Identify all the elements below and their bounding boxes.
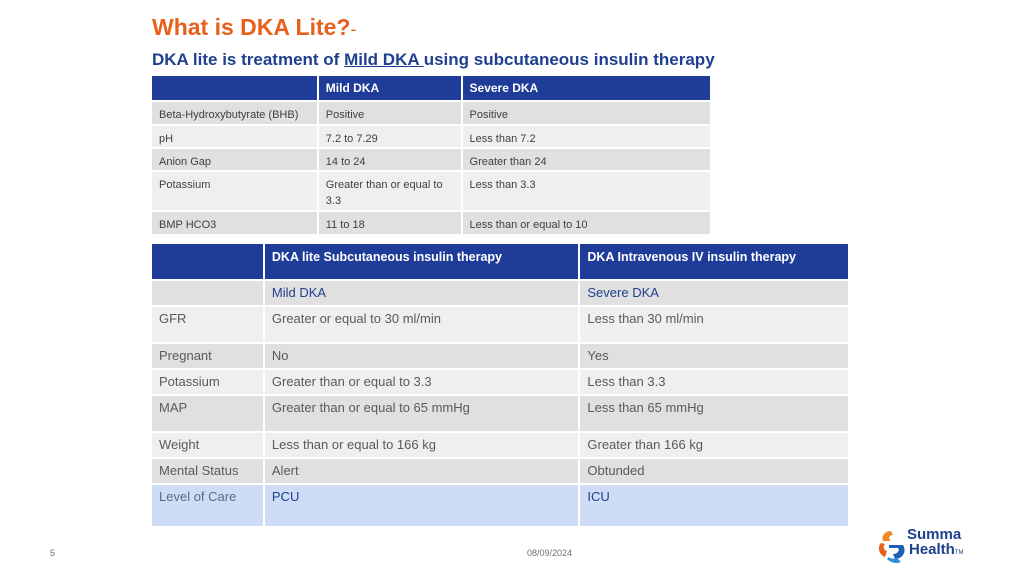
title-dash: - <box>350 19 357 39</box>
table-row: Mental Status Alert Obtunded <box>152 457 850 484</box>
table-cell: 7.2 to 7.29 <box>317 124 463 148</box>
table-cell <box>152 279 265 306</box>
table-row: Potassium Greater than or equal to 3.3 L… <box>152 368 850 395</box>
header-cell: DKA Intravenous IV insulin therapy <box>579 244 850 280</box>
table-row: Pregnant No Yes <box>152 342 850 369</box>
header-cell <box>152 244 265 280</box>
logo-line-2-text: Health <box>909 541 955 558</box>
summa-health-logo: Summa HealthTM <box>877 527 987 567</box>
footer-date: 08/09/2024 <box>527 548 573 558</box>
subtitle-after: using subcutaneous insulin therapy <box>423 50 715 69</box>
header-cell: DKA lite Subcutaneous insulin therapy <box>263 244 581 280</box>
table-cell: ICU <box>579 483 850 526</box>
table-row: pH 7.2 to 7.29 Less than 7.2 <box>152 124 713 148</box>
table-row: Mild DKA Severe DKA <box>152 279 850 306</box>
logo-line-1: Summa <box>907 526 962 543</box>
dka-criteria-table: Mild DKA Severe DKA Beta-Hydroxybutyrate… <box>152 76 713 234</box>
table-cell: Yes <box>579 342 850 369</box>
table-cell: BMP HCO3 <box>152 210 319 234</box>
table-cell: pH <box>152 124 319 148</box>
table-cell: Greater than 24 <box>461 147 713 171</box>
table-cell: MAP <box>152 394 265 432</box>
table-cell: Mental Status <box>152 457 265 484</box>
table-cell: Less than 3.3 <box>461 170 713 211</box>
table-row: BMP HCO3 11 to 18 Less than or equal to … <box>152 210 713 234</box>
table-row: Level of Care PCU ICU <box>152 483 850 526</box>
table-cell: Weight <box>152 431 265 458</box>
table-header-row: DKA lite Subcutaneous insulin therapy DK… <box>152 244 850 280</box>
table-cell: Less than 7.2 <box>461 124 713 148</box>
table-cell: 14 to 24 <box>317 147 463 171</box>
table-cell: Anion Gap <box>152 147 319 171</box>
table-cell: Greater than 166 kg <box>579 431 850 458</box>
table-cell: Less than or equal to 10 <box>461 210 713 234</box>
table-row: Weight Less than or equal to 166 kg Grea… <box>152 431 850 458</box>
table-cell: Less than or equal to 166 kg <box>263 431 581 458</box>
table-cell: GFR <box>152 305 265 343</box>
slide-subtitle: DKA lite is treatment of Mild DKA using … <box>152 50 715 70</box>
table-cell: Alert <box>263 457 581 484</box>
table-cell: Less than 30 ml/min <box>579 305 850 343</box>
table-cell: Less than 65 mmHg <box>579 394 850 432</box>
table-cell: Beta-Hydroxybutyrate (BHB) <box>152 100 319 125</box>
table-cell: PCU <box>263 483 581 526</box>
slide-title: What is DKA Lite?- <box>152 14 356 41</box>
table-cell: Pregnant <box>152 342 265 369</box>
table-cell: Greater or equal to 30 ml/min <box>263 305 581 343</box>
table-cell: Potassium <box>152 170 319 211</box>
header-cell: Severe DKA <box>461 76 713 101</box>
header-cell: Mild DKA <box>317 76 463 101</box>
page-number: 5 <box>50 548 56 558</box>
logo-line-2: HealthTM <box>907 542 964 561</box>
table-cell: Greater than or equal to 3.3 <box>263 368 581 395</box>
table-cell: Potassium <box>152 368 265 395</box>
table-cell: Less than 3.3 <box>579 368 850 395</box>
logo-wordmark: Summa HealthTM <box>907 527 964 561</box>
table-cell: Level of Care <box>152 483 265 526</box>
table-cell: Positive <box>461 100 713 125</box>
subtitle-before: DKA lite is treatment of <box>152 50 345 69</box>
table-row: GFR Greater or equal to 30 ml/min Less t… <box>152 305 850 343</box>
table-row: Potassium Greater than or equal to 3.3 L… <box>152 170 713 211</box>
header-cell <box>152 76 319 101</box>
table-cell: Severe DKA <box>579 279 850 306</box>
table-cell: Obtunded <box>579 457 850 484</box>
title-text: What is DKA Lite? <box>152 14 351 40</box>
logo-trademark: TM <box>954 550 964 556</box>
table-cell: Positive <box>317 100 463 125</box>
table-cell: Mild DKA <box>263 279 581 306</box>
insulin-therapy-table: DKA lite Subcutaneous insulin therapy DK… <box>152 244 850 526</box>
table-cell: Greater than or equal to 3.3 <box>317 170 463 211</box>
table-row: MAP Greater than or equal to 65 mmHg Les… <box>152 394 850 432</box>
table-cell: No <box>263 342 581 369</box>
table-cell: 11 to 18 <box>317 210 463 234</box>
table-row: Beta-Hydroxybutyrate (BHB) Positive Posi… <box>152 100 713 125</box>
table-cell: Greater than or equal to 65 mmHg <box>263 394 581 432</box>
subtitle-underlined: Mild DKA <box>344 50 424 69</box>
table-row: Anion Gap 14 to 24 Greater than 24 <box>152 147 713 171</box>
table-header-row: Mild DKA Severe DKA <box>152 76 713 101</box>
summa-logo-icon <box>878 531 905 563</box>
